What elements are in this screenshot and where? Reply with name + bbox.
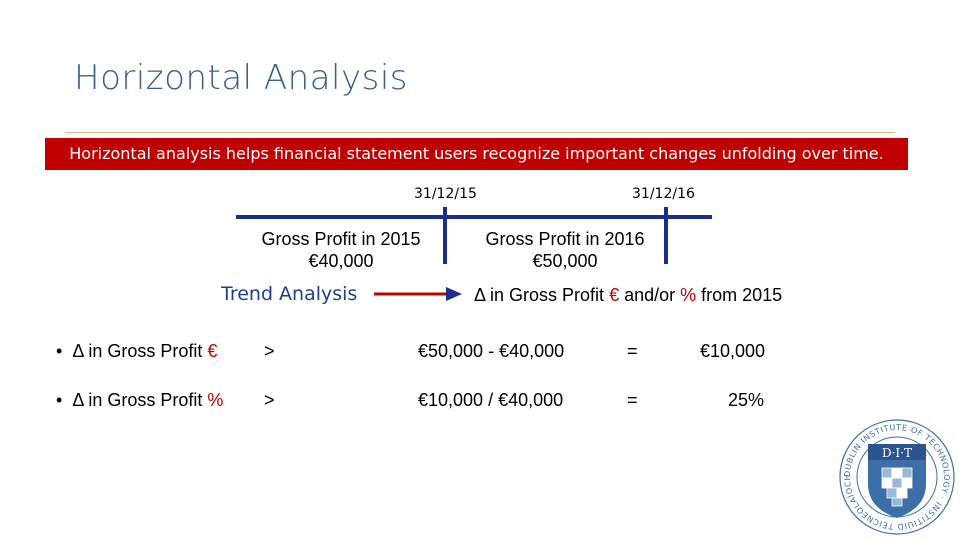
definition-banner: Horizontal analysis helps financial stat… <box>45 138 908 170</box>
trend-euro-symbol: € <box>609 285 620 305</box>
row-formula: €50,000 - €40,000 <box>418 341 565 361</box>
trend-percent-symbol: % <box>680 285 697 305</box>
row-result: €10,000 <box>700 341 766 361</box>
row-equals: = <box>627 341 638 361</box>
row-result: 25% <box>728 390 765 410</box>
timeline-tick-2015 <box>443 207 447 264</box>
gross-profit-2016: Gross Profit in 2016 €50,000 <box>462 228 668 272</box>
trend-description: Δ in Gross Profit € and/or % from 2015 <box>474 285 782 306</box>
trend-delta-prefix: Δ in Gross Profit <box>474 285 610 305</box>
date-2016: 31/12/16 <box>632 186 695 202</box>
trend-analysis-label: Trend Analysis <box>221 283 358 305</box>
slide-title: Horizontal Analysis <box>74 58 408 98</box>
row-equals: = <box>627 390 638 410</box>
trend-suffix: from 2015 <box>696 285 783 305</box>
arrow-right-icon <box>374 287 462 301</box>
row-prefix: Δ in Gross Profit <box>72 341 208 361</box>
bullet-row-euro: • Δ in Gross Profit € <box>56 341 217 362</box>
row-arrow: > <box>264 390 275 410</box>
svg-text:D·I·T: D·I·T <box>882 446 912 460</box>
timeline-tick-2016 <box>664 207 668 264</box>
row-arrow: > <box>264 341 275 361</box>
bullet-dot: • <box>56 341 63 361</box>
gross-profit-2015-label: Gross Profit in 2015 <box>261 229 421 249</box>
title-divider <box>65 132 895 133</box>
bullet-row-percent: • Δ in Gross Profit % <box>56 390 223 411</box>
trend-andor: and/or <box>619 285 681 305</box>
row-symbol: € <box>207 341 218 361</box>
row-prefix: Δ in Gross Profit <box>72 390 208 410</box>
bullet-dot: • <box>56 390 63 410</box>
gross-profit-2016-label: Gross Profit in 2016 <box>485 229 645 249</box>
gross-profit-2015: Gross Profit in 2015 €40,000 <box>238 228 444 272</box>
gross-profit-2016-value: €50,000 <box>532 251 598 271</box>
gross-profit-2015-value: €40,000 <box>308 251 374 271</box>
date-2015: 31/12/15 <box>414 186 477 202</box>
dit-logo: DUBLIN INSTITUTE OF TECHNOLOGY · INSTITI… <box>838 418 955 535</box>
timeline-axis <box>236 215 712 219</box>
row-formula: €10,000 / €40,000 <box>418 390 564 410</box>
row-symbol: % <box>207 390 224 410</box>
